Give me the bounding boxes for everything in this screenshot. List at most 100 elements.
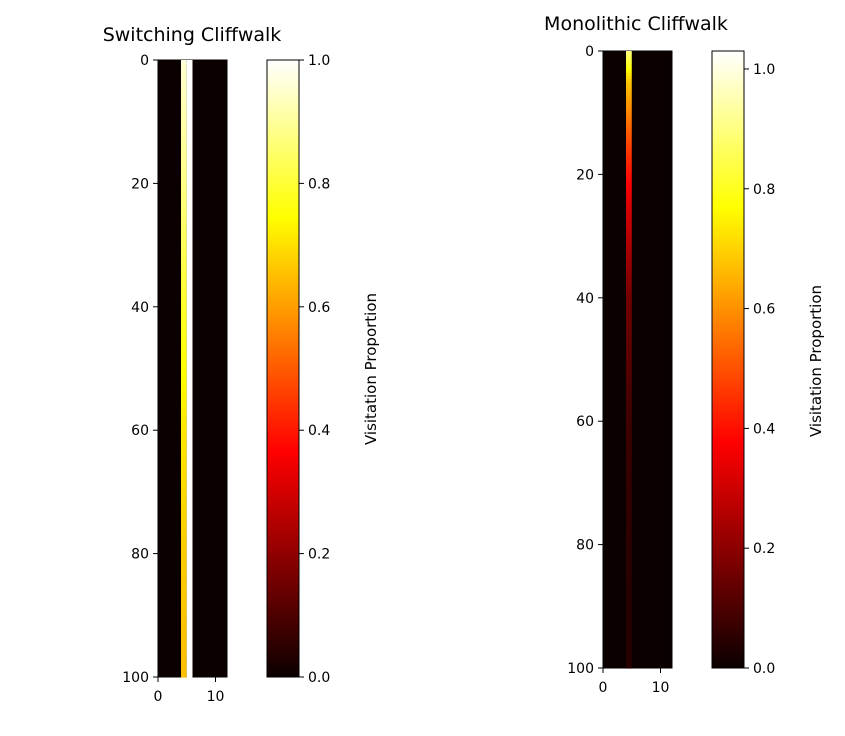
heatmap-cell xyxy=(626,294,632,299)
heatmap-cell xyxy=(181,633,187,638)
chart-title: Switching Cliffwalk xyxy=(103,24,282,46)
heatmap-cell xyxy=(626,646,632,651)
heatmap-cell xyxy=(186,565,193,570)
heatmap-cell xyxy=(186,436,193,441)
heatmap-cell xyxy=(626,615,632,620)
heatmap-cell xyxy=(181,130,187,135)
heatmap-cell xyxy=(186,69,193,73)
heatmap-cell xyxy=(626,57,632,61)
heatmap-cell xyxy=(186,294,193,299)
heatmap-cell xyxy=(626,593,632,598)
heatmap-cell xyxy=(186,288,193,292)
heatmap-cell xyxy=(186,581,193,586)
heatmap-cell xyxy=(181,235,187,240)
heatmap-cell xyxy=(626,350,632,354)
heatmap-cell xyxy=(626,88,632,92)
colorbar-tick-label: 0.8 xyxy=(308,176,330,192)
heatmap-cell xyxy=(626,658,632,663)
heatmap-cell xyxy=(626,177,632,182)
heatmap-cell xyxy=(626,337,632,342)
heatmap-cell xyxy=(626,118,632,123)
heatmap-cell xyxy=(626,313,632,317)
heatmap-cell xyxy=(186,143,193,147)
heatmap-cell xyxy=(626,211,632,216)
heatmap-cell xyxy=(186,470,193,474)
heatmap-cell xyxy=(626,279,632,283)
heatmap-cell xyxy=(181,106,187,110)
heatmap-cell xyxy=(181,467,187,471)
heatmap-cell xyxy=(181,528,187,533)
heatmap-cell xyxy=(626,393,632,398)
heatmap-cell xyxy=(626,448,632,453)
heatmap-cell xyxy=(626,501,632,506)
heatmap-cell xyxy=(626,603,632,607)
heatmap-cell xyxy=(186,547,193,552)
heatmap-cell xyxy=(626,371,632,376)
heatmap-cell xyxy=(181,306,187,311)
heatmap-cell xyxy=(186,263,193,268)
heatmap-cell xyxy=(181,596,187,601)
heatmap-cell xyxy=(186,217,193,222)
heatmap-cell xyxy=(181,291,187,296)
heatmap-cell xyxy=(186,242,193,246)
heatmap-cell xyxy=(626,402,632,407)
heatmap-cell xyxy=(181,260,187,265)
heatmap-cell xyxy=(186,442,193,447)
heatmap-cell xyxy=(186,328,193,333)
heatmap-cell xyxy=(181,155,187,160)
heatmap-cell xyxy=(186,186,193,191)
heatmap-cell xyxy=(186,140,193,144)
heatmap-cell xyxy=(186,63,193,67)
heatmap-cell xyxy=(626,547,632,552)
heatmap-cell xyxy=(181,300,187,305)
heatmap-cell xyxy=(626,489,632,493)
heatmap-cell xyxy=(626,445,632,450)
heatmap-cell xyxy=(186,183,193,188)
heatmap-cell xyxy=(186,596,193,601)
heatmap-cell xyxy=(186,593,193,598)
heatmap-cell xyxy=(181,547,187,552)
heatmap-cell xyxy=(626,581,632,586)
heatmap-cell xyxy=(626,239,632,243)
heatmap-cell xyxy=(626,597,632,601)
heatmap-cell xyxy=(626,624,632,629)
heatmap-cell xyxy=(626,627,632,632)
heatmap-cell xyxy=(186,420,193,425)
heatmap-columns xyxy=(626,51,632,669)
heatmap-cell xyxy=(181,81,187,86)
colorbar-tick-label: 0.6 xyxy=(308,300,330,316)
heatmap-cell xyxy=(186,309,193,314)
heatmap-cell xyxy=(181,494,187,499)
heatmap-cell xyxy=(186,312,193,317)
heatmap-cell xyxy=(186,254,193,259)
heatmap-cell xyxy=(626,248,632,253)
heatmap-cell xyxy=(181,590,187,595)
heatmap-cell xyxy=(181,90,187,95)
heatmap-cell xyxy=(186,448,193,453)
y-tick-label: 80 xyxy=(131,547,149,563)
heatmap-cell xyxy=(181,405,187,410)
heatmap-cell xyxy=(186,602,193,607)
heatmap-cell xyxy=(626,482,632,487)
heatmap-cell xyxy=(181,501,187,505)
x-tick-label: 10 xyxy=(207,689,225,705)
heatmap-cell xyxy=(186,525,193,530)
heatmap-cell xyxy=(186,130,193,135)
heatmap-cell xyxy=(626,461,632,465)
heatmap-cell xyxy=(181,661,187,666)
heatmap-cell xyxy=(626,78,632,83)
heatmap-cell xyxy=(181,152,187,157)
heatmap-cell xyxy=(181,303,187,308)
heatmap-cell xyxy=(186,624,193,629)
heatmap-cell xyxy=(626,340,632,345)
heatmap-cell xyxy=(181,143,187,147)
heatmap-cell xyxy=(181,664,187,669)
heatmap-column xyxy=(181,60,187,678)
heatmap-cell xyxy=(626,131,632,135)
heatmap-cell xyxy=(186,93,193,98)
heatmap-cell xyxy=(181,195,187,200)
heatmap-cell xyxy=(626,464,632,469)
colorbar-ticks: 0.0 0.2 0.4 0.6 0.8 1.0 xyxy=(299,53,330,686)
heatmap-cell xyxy=(186,383,193,388)
heatmap-cell xyxy=(181,285,187,289)
